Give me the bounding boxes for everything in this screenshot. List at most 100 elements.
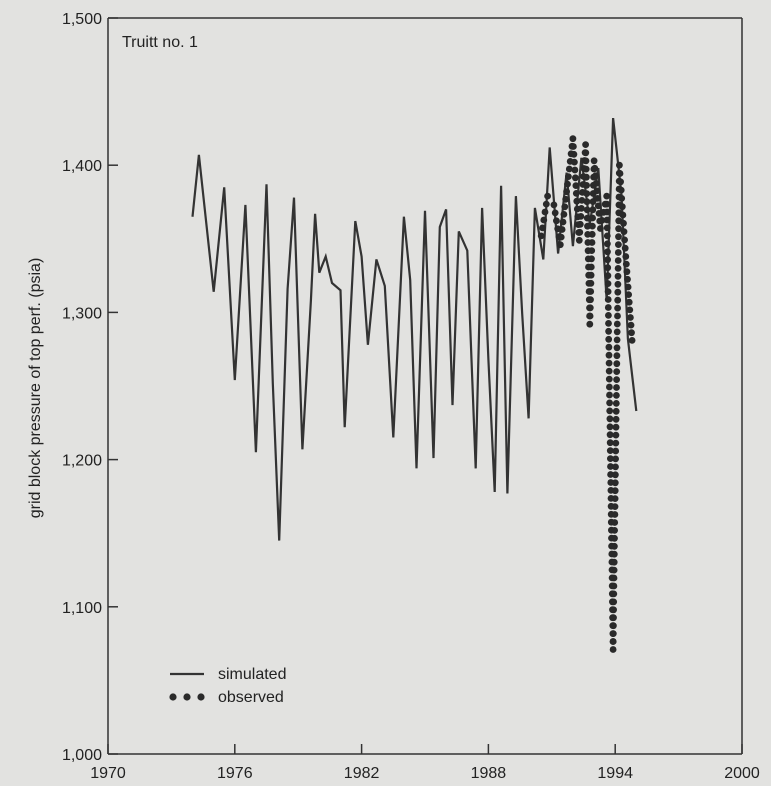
observed-point xyxy=(614,288,622,296)
observed-point xyxy=(616,161,623,169)
observed-point xyxy=(626,306,634,314)
observed-point xyxy=(610,574,618,582)
observed-point xyxy=(603,200,611,208)
x-tick-label: 1988 xyxy=(471,765,507,782)
observed-point xyxy=(606,439,614,447)
observed-point xyxy=(610,590,618,598)
observed-point xyxy=(556,241,564,249)
observed-point xyxy=(570,143,577,150)
observed-point xyxy=(610,558,618,566)
observed-point xyxy=(614,249,622,256)
chart-annotation: Truitt no. 1 xyxy=(122,34,198,51)
legend-observed-label: observed xyxy=(218,689,284,706)
observed-point xyxy=(575,236,583,244)
observed-point xyxy=(586,312,594,320)
observed-point xyxy=(603,192,611,200)
observed-point xyxy=(603,232,611,240)
observed-point xyxy=(588,255,595,263)
observed-point xyxy=(592,172,599,180)
observed-point xyxy=(611,503,619,510)
observed-point xyxy=(627,314,634,321)
observed-point xyxy=(572,190,580,197)
observed-point xyxy=(557,233,565,241)
observed-point xyxy=(618,195,626,202)
observed-point xyxy=(578,205,585,212)
observed-point xyxy=(614,280,622,288)
observed-point xyxy=(606,415,614,423)
observed-point xyxy=(620,219,627,227)
observed-point xyxy=(606,399,613,407)
series-observed xyxy=(537,135,636,653)
observed-point xyxy=(571,158,578,166)
observed-point xyxy=(558,226,566,233)
y-axis-title: grid block pressure of top perf. (psia) xyxy=(27,258,44,519)
observed-point xyxy=(604,264,612,272)
observed-point xyxy=(561,203,569,211)
observed-point xyxy=(625,291,632,298)
observed-point xyxy=(621,236,628,244)
observed-point xyxy=(614,304,621,312)
observed-point xyxy=(616,170,624,177)
observed-point xyxy=(587,296,594,304)
observed-point xyxy=(625,298,633,306)
observed-point xyxy=(618,203,626,211)
observed-point xyxy=(624,283,632,291)
legend-observed-dot xyxy=(197,693,205,701)
observed-point xyxy=(550,201,558,209)
legend: simulated observed xyxy=(169,666,286,706)
observed-point xyxy=(621,244,629,252)
observed-point xyxy=(594,202,602,210)
observed-point xyxy=(613,352,621,360)
observed-point xyxy=(586,304,594,312)
observed-point xyxy=(583,206,591,214)
observed-point xyxy=(614,296,622,304)
observed-point xyxy=(610,598,618,606)
x-tick-label: 1970 xyxy=(90,765,126,782)
x-tick-label: 2000 xyxy=(724,765,760,782)
observed-point xyxy=(614,272,622,280)
observed-point xyxy=(613,328,621,336)
observed-point xyxy=(610,614,617,622)
observed-point xyxy=(583,173,590,181)
observed-point xyxy=(605,312,612,319)
observed-point xyxy=(582,141,589,149)
observed-point xyxy=(623,268,631,276)
y-tick-label: 1,200 xyxy=(62,453,102,470)
observed-point xyxy=(622,253,630,260)
observed-point xyxy=(590,157,598,165)
observed-point xyxy=(613,376,620,383)
observed-point xyxy=(606,431,614,439)
observed-point xyxy=(588,239,596,246)
observed-point xyxy=(607,471,614,478)
observed-point xyxy=(559,218,567,226)
observed-point xyxy=(589,206,597,214)
observed-point xyxy=(591,164,599,172)
observed-point xyxy=(611,511,619,518)
observed-point xyxy=(604,256,611,264)
observed-point xyxy=(617,178,624,186)
observed-point xyxy=(583,190,591,198)
observed-point xyxy=(563,188,570,196)
observed-point xyxy=(586,320,594,328)
observed-point xyxy=(613,384,620,391)
observed-point xyxy=(606,423,614,431)
observed-point xyxy=(587,288,595,295)
observed-point xyxy=(610,582,618,590)
observed-point xyxy=(612,400,620,407)
observed-point xyxy=(627,321,635,329)
observed-point xyxy=(573,197,581,205)
observed-point xyxy=(620,228,628,236)
observed-point xyxy=(553,217,560,225)
series-layer xyxy=(191,117,638,653)
observed-point xyxy=(565,165,573,173)
observed-point xyxy=(603,208,611,216)
observed-point xyxy=(594,195,601,202)
observed-point xyxy=(588,230,596,238)
observed-point xyxy=(582,157,590,165)
observed-point xyxy=(611,487,619,495)
plot-frame xyxy=(107,17,743,755)
observed-point xyxy=(605,351,613,359)
y-tick-label: 1,100 xyxy=(62,600,102,617)
observed-point xyxy=(572,182,580,190)
observed-point xyxy=(572,174,579,182)
